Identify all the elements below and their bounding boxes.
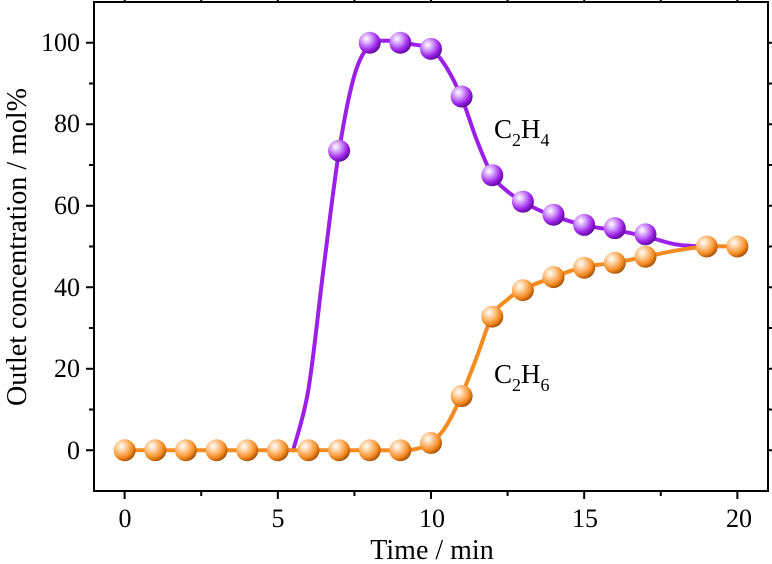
- data-point-c2h6-12: [481, 305, 504, 328]
- series-label-c2h6: C2H6: [494, 359, 550, 395]
- data-point-c2h6-1: [144, 439, 167, 462]
- x-axis-title: Time / min: [370, 535, 493, 564]
- data-point-c2h6-16: [603, 251, 626, 274]
- y-tick-label-80: 80: [54, 109, 80, 138]
- data-point-c2h4-2: [389, 31, 412, 54]
- data-point-c2h4-9: [603, 217, 626, 240]
- data-point-c2h6-14: [542, 266, 565, 289]
- series-line-c2h6: [122, 244, 740, 453]
- x-tick-label-0: 0: [119, 504, 132, 533]
- data-point-c2h6-5: [266, 439, 289, 462]
- data-point-c2h6-2: [174, 439, 197, 462]
- data-point-c2h4-3: [420, 37, 442, 60]
- series-lines: [122, 38, 740, 453]
- series-label-c2h4: C2H4: [494, 114, 550, 150]
- data-point-c2h4-0: [328, 139, 351, 162]
- y-tick-label-0: 0: [67, 436, 80, 465]
- data-point-c2h6-4: [236, 439, 259, 462]
- data-point-c2h6-6: [297, 439, 320, 462]
- data-point-c2h6-8: [358, 439, 381, 462]
- axis-ticks: [86, 0, 772, 499]
- x-tick-label-20: 20: [726, 504, 752, 533]
- data-point-c2h4-6: [511, 190, 534, 213]
- data-point-c2h4-5: [481, 164, 504, 187]
- y-tick-label-20: 20: [54, 354, 80, 383]
- x-tick-label-15: 15: [572, 504, 598, 533]
- data-point-c2h6-17: [634, 245, 657, 268]
- data-point-c2h6-11: [450, 385, 473, 408]
- data-point-c2h6-18: [695, 235, 718, 258]
- y-tick-label-60: 60: [54, 191, 80, 220]
- y-tick-label-100: 100: [41, 28, 80, 57]
- data-point-c2h6-19: [726, 235, 749, 258]
- data-point-c2h6-3: [205, 439, 228, 462]
- data-point-c2h6-13: [511, 279, 534, 302]
- data-point-c2h4-4: [450, 85, 473, 108]
- data-point-c2h4-10: [634, 223, 657, 246]
- series-markers: [113, 31, 749, 462]
- data-point-c2h6-9: [389, 439, 412, 462]
- data-point-c2h4-7: [542, 203, 565, 226]
- x-tick-label-5: 5: [272, 504, 285, 533]
- data-point-c2h6-15: [573, 256, 596, 279]
- x-tick-label-10: 10: [419, 504, 445, 533]
- y-axis-title: Outlet concentration / mol%: [2, 88, 33, 406]
- data-point-c2h6-10: [420, 431, 442, 454]
- data-point-c2h4-8: [573, 213, 596, 236]
- data-point-c2h6-0: [113, 439, 136, 462]
- data-point-c2h6-7: [328, 439, 351, 462]
- data-point-c2h4-1: [358, 31, 381, 54]
- plot-frame: [93, 1, 769, 492]
- y-tick-label-40: 40: [54, 273, 80, 302]
